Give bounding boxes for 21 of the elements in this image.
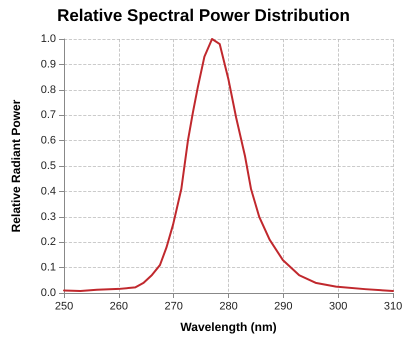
x-tick-label: 300 [328,300,348,312]
y-tick-label: 0.9 [40,58,56,70]
y-tick-label: 0.7 [40,109,56,122]
y-tick-label: 0.6 [40,134,56,147]
x-tick-label: 250 [54,300,74,312]
y-tick-label: 0.2 [40,236,56,248]
y-axis-title: Relative Radiant Power [9,99,23,232]
chart-title: Relative Spectral Power Distribution [57,6,350,25]
y-tick-label: 0.8 [40,84,56,96]
x-tick-label: 310 [384,300,402,312]
x-tick-label: 270 [164,300,183,312]
y-tick-label: 1.0 [40,33,56,45]
x-axis-title: Wavelength (nm) [180,320,277,334]
y-tick-label: 0.1 [40,262,56,274]
y-tick-label: 0.4 [40,185,56,198]
y-tick-label: 0.5 [40,160,56,172]
y-tick-label: 0.0 [40,287,56,299]
x-tick-label: 260 [110,300,128,312]
x-tick-label: 290 [274,300,293,312]
y-tick-label: 0.3 [40,210,56,223]
x-tick-label: 280 [219,300,238,312]
